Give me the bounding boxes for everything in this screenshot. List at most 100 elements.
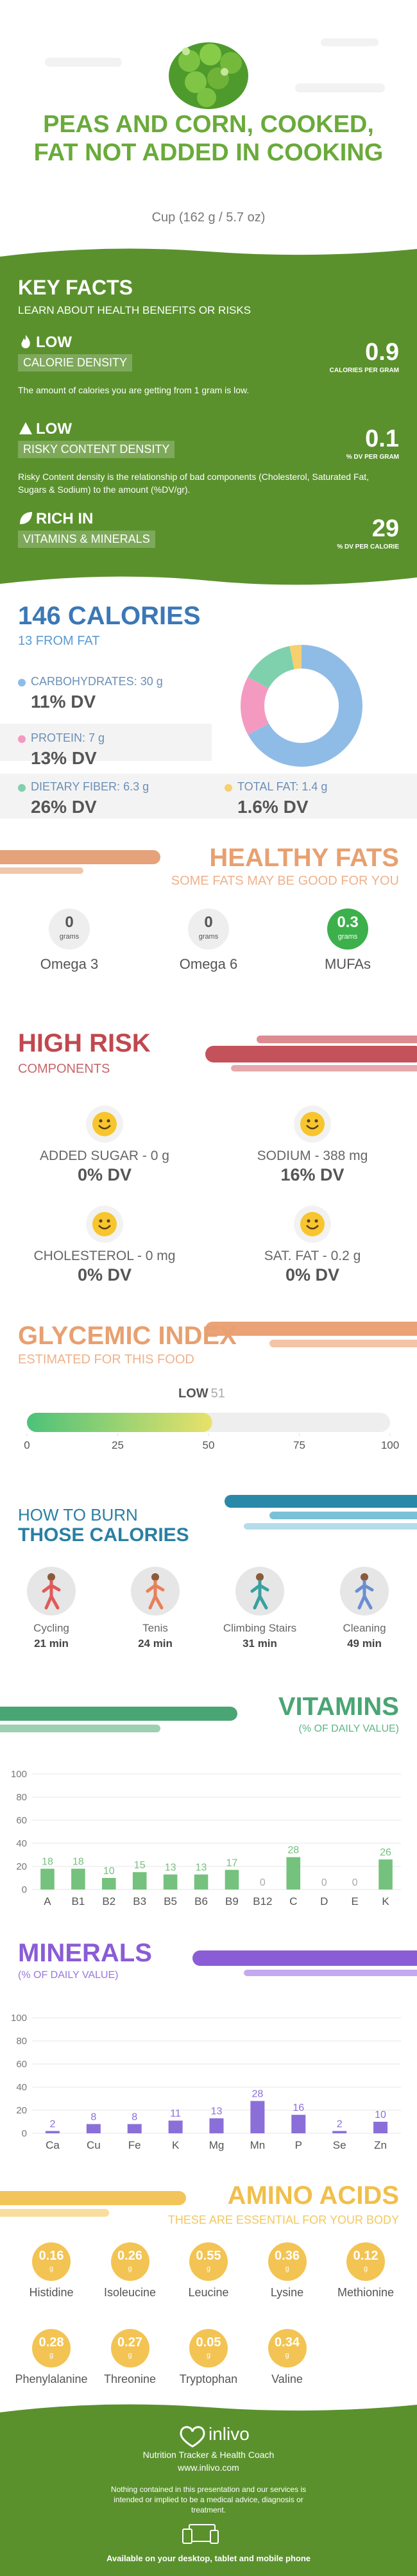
bar (332, 2131, 347, 2133)
bar-value: 2 (337, 2119, 343, 2129)
y-tick-label: 40 (16, 1838, 27, 1849)
body (250, 1580, 269, 1610)
burn-subtitle: THOSE CALORIES (18, 1524, 189, 1546)
amino-circle (189, 2329, 228, 2367)
smiley-icon (86, 1206, 123, 1243)
legend-label: PROTEIN: 7 g (31, 731, 105, 745)
nutrient-dv: 1.6% DV (237, 797, 309, 817)
calories-subtitle: 13 FROM FAT (18, 634, 100, 648)
minerals-chart: 0 20 40 60 80 100 2 Ca 8 Cu 8 Fe 11 K 13 Mg 28 Mn 16 P 2 Se 10… (11, 2013, 401, 2151)
amino-value: 0.12 (353, 2249, 379, 2263)
high-risk-title: HIGH RISK (18, 1029, 151, 1057)
y-tick-label: 0 (22, 1884, 27, 1895)
y-tick-label: 20 (16, 2105, 27, 2116)
y-tick-label: 80 (16, 2036, 27, 2047)
amino-name: Methionine (337, 2286, 395, 2299)
head (361, 1573, 368, 1581)
bar-value: 18 (42, 1857, 53, 1868)
face (92, 1112, 117, 1136)
x-tick-label: B3 (133, 1895, 146, 1907)
bar (291, 2115, 306, 2133)
bar-value: 26 (380, 1847, 391, 1858)
amino-name: Lysine (270, 2286, 304, 2299)
y-tick-label: 60 (16, 2059, 27, 2070)
eye (307, 1219, 311, 1223)
eye (106, 1219, 110, 1223)
bar-value: 17 (226, 1857, 238, 1868)
risk-dv: 0% DV (285, 1265, 340, 1284)
mouth (306, 1125, 319, 1130)
url: www.inlivo.com (178, 2462, 239, 2473)
tagline: Nutrition Tracker & Health Coach (142, 2450, 275, 2460)
x-tick-label: B2 (102, 1895, 115, 1907)
glycemic-subtitle: ESTIMATED FOR THIS FOOD (18, 1352, 194, 1367)
x-tick-label: Ca (46, 2139, 60, 2151)
amino-value: 0.34 (275, 2335, 300, 2350)
donut-slice (241, 677, 269, 735)
fact-icon (19, 422, 32, 434)
bar (168, 2120, 183, 2133)
y-tick-label: 20 (16, 1861, 27, 1872)
fact-unit: CALORIES PER GRAM (329, 367, 399, 374)
y-tick-label: 100 (11, 1769, 27, 1780)
fact-description: Risky Content density is the relationshi… (18, 472, 370, 495)
fact-description: The amount of calories you are getting f… (18, 385, 250, 395)
amino-subtitle: THESE ARE ESSENTIAL FOR YOUR BODY (167, 2213, 399, 2226)
fact-level: LOW (36, 420, 72, 438)
amino-unit: g (363, 2265, 368, 2273)
risk-label: ADDED SUGAR - 0 g (40, 1148, 169, 1163)
activity-time: 49 min (347, 1637, 382, 1650)
bar (194, 1874, 208, 1889)
flame (21, 335, 30, 348)
risk-label: CHOLESTEROL - 0 mg (33, 1249, 176, 1263)
nutrient-amount: 1.4 g (302, 780, 328, 793)
legend-label: DIETARY FIBER: 6.3 g (31, 780, 149, 794)
bar (373, 2122, 388, 2133)
fat-name: MUFAs (324, 956, 371, 972)
eye (99, 1219, 103, 1223)
fat-unit: grams (198, 933, 219, 941)
bar (40, 1868, 55, 1889)
fact-name: RISKY CONTENT DENSITY (18, 441, 175, 458)
gauge-label: LOW (178, 1386, 208, 1401)
fat-value: 0 (65, 914, 74, 931)
glycemic-gauge: LOW 51 0 25 50 75 100 (24, 1386, 399, 1451)
bar-value: 11 (170, 2108, 181, 2119)
donut-chart (241, 645, 363, 767)
heart-logo (180, 2426, 205, 2448)
key-facts-title: KEY FACTS (18, 276, 133, 299)
fact-level: LOW (36, 334, 72, 351)
fact-name: CALORIE DENSITY (18, 354, 133, 371)
amino-unit: g (49, 2351, 54, 2359)
amino-circle (189, 2242, 228, 2281)
fat-value: 0 (204, 914, 213, 931)
disclaimer: Nothing contained in this presentation a… (110, 2485, 307, 2514)
amino-circle (268, 2242, 307, 2281)
donut-slice (248, 645, 294, 688)
amino-value: 0.55 (196, 2249, 221, 2263)
y-tick-label: 0 (22, 2128, 27, 2139)
key-facts-background (0, 248, 417, 585)
x-tick-label: D (320, 1895, 328, 1907)
legend-label: TOTAL FAT: 1.4 g (237, 780, 327, 794)
y-tick-label: 80 (16, 1792, 27, 1803)
fat-unit: grams (59, 933, 80, 941)
mouth (98, 1225, 111, 1230)
bar (102, 1878, 116, 1889)
fat-circle (327, 908, 368, 950)
amino-name: Tryptophan (179, 2373, 238, 2385)
smiley-icon (294, 1206, 331, 1243)
bar-value: 28 (287, 1845, 299, 1856)
amino-unit: g (206, 2265, 211, 2273)
vitamins-title: VITAMINS (278, 1693, 399, 1721)
x-tick-label: 25 (112, 1439, 124, 1451)
x-tick-label: E (351, 1895, 358, 1907)
amino-unit: g (206, 2351, 211, 2359)
head (151, 1573, 159, 1581)
bar (225, 1870, 239, 1889)
x-tick-label: Se (333, 2139, 346, 2151)
head (256, 1573, 264, 1581)
donut-slice (289, 645, 302, 670)
glycemic-title: GLYCEMIC INDEX (18, 1322, 237, 1350)
